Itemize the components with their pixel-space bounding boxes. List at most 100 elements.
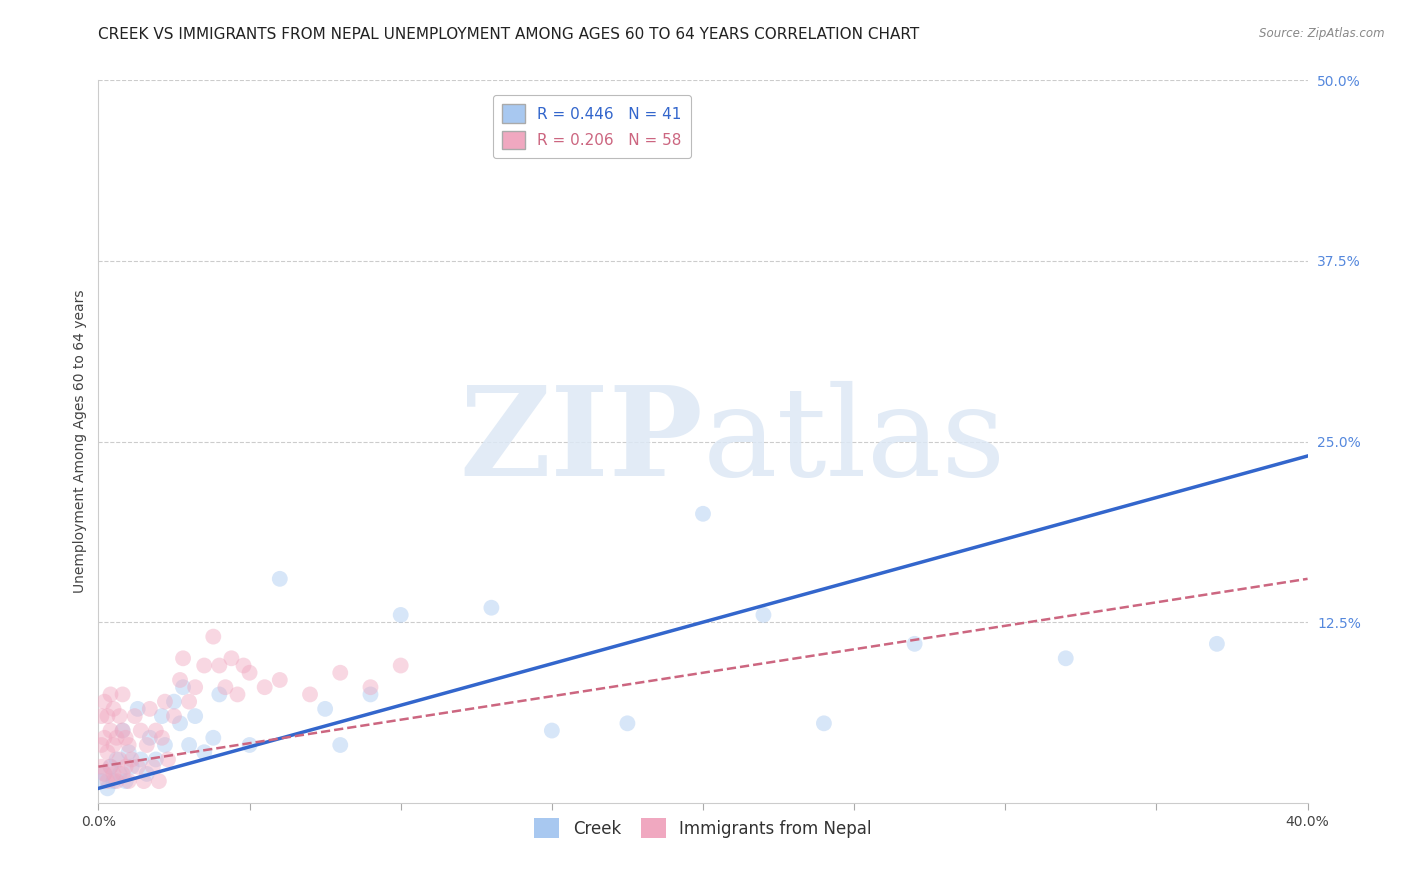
Point xyxy=(813,716,835,731)
Point xyxy=(172,651,194,665)
Point xyxy=(193,658,215,673)
Point xyxy=(360,680,382,694)
Point xyxy=(93,695,115,709)
Point xyxy=(114,774,136,789)
Point xyxy=(1054,651,1077,665)
Point xyxy=(103,702,125,716)
Point xyxy=(100,760,122,774)
Point xyxy=(329,738,352,752)
Point xyxy=(239,738,262,752)
Point xyxy=(135,738,157,752)
Point xyxy=(96,745,118,759)
Point xyxy=(103,738,125,752)
Point xyxy=(208,658,231,673)
Point xyxy=(142,760,165,774)
Point xyxy=(153,695,176,709)
Point xyxy=(360,687,382,701)
Point xyxy=(239,665,262,680)
Point xyxy=(299,687,322,701)
Point xyxy=(389,607,412,622)
Point xyxy=(114,760,136,774)
Point xyxy=(752,607,775,622)
Point xyxy=(389,658,412,673)
Point xyxy=(208,687,231,701)
Point xyxy=(118,774,141,789)
Point xyxy=(114,731,136,745)
Point xyxy=(90,709,112,723)
Point xyxy=(105,731,128,745)
Point xyxy=(90,738,112,752)
Point xyxy=(96,774,118,789)
Point xyxy=(93,731,115,745)
Point xyxy=(121,752,143,766)
Point xyxy=(96,709,118,723)
Point xyxy=(172,680,194,694)
Point xyxy=(111,687,134,701)
Point xyxy=(202,630,225,644)
Point xyxy=(150,731,173,745)
Point xyxy=(121,760,143,774)
Point xyxy=(135,767,157,781)
Point xyxy=(90,774,112,789)
Text: atlas: atlas xyxy=(703,381,1007,502)
Point xyxy=(616,716,638,731)
Point xyxy=(100,687,122,701)
Point xyxy=(1206,637,1229,651)
Point xyxy=(111,723,134,738)
Point xyxy=(118,738,141,752)
Point xyxy=(253,680,276,694)
Point xyxy=(179,738,201,752)
Point xyxy=(232,658,254,673)
Point xyxy=(145,752,167,766)
Point xyxy=(193,745,215,759)
Point xyxy=(169,673,191,687)
Point xyxy=(93,767,115,781)
Point xyxy=(108,752,131,766)
Point xyxy=(103,767,125,781)
Point xyxy=(150,709,173,723)
Point xyxy=(139,702,162,716)
Point xyxy=(139,731,162,745)
Point xyxy=(540,723,562,738)
Point xyxy=(314,702,336,716)
Point xyxy=(184,680,207,694)
Point xyxy=(169,716,191,731)
Point xyxy=(692,507,714,521)
Point xyxy=(96,781,118,796)
Point xyxy=(124,709,146,723)
Point xyxy=(202,731,225,745)
Point xyxy=(163,709,186,723)
Point xyxy=(100,760,122,774)
Point xyxy=(93,767,115,781)
Point xyxy=(179,695,201,709)
Point xyxy=(105,752,128,766)
Text: Source: ZipAtlas.com: Source: ZipAtlas.com xyxy=(1260,27,1385,40)
Point xyxy=(103,774,125,789)
Point xyxy=(132,774,155,789)
Point xyxy=(184,709,207,723)
Point xyxy=(148,774,170,789)
Point xyxy=(329,665,352,680)
Point xyxy=(108,709,131,723)
Point xyxy=(108,767,131,781)
Point xyxy=(145,723,167,738)
Y-axis label: Unemployment Among Ages 60 to 64 years: Unemployment Among Ages 60 to 64 years xyxy=(73,290,87,593)
Point xyxy=(226,687,249,701)
Point xyxy=(100,723,122,738)
Point xyxy=(90,760,112,774)
Point xyxy=(127,760,149,774)
Point xyxy=(127,702,149,716)
Point xyxy=(129,723,152,738)
Point xyxy=(269,572,291,586)
Point xyxy=(481,600,503,615)
Text: ZIP: ZIP xyxy=(460,381,703,502)
Point xyxy=(111,767,134,781)
Point xyxy=(269,673,291,687)
Point xyxy=(221,651,243,665)
Point xyxy=(105,774,128,789)
Point xyxy=(214,680,236,694)
Text: CREEK VS IMMIGRANTS FROM NEPAL UNEMPLOYMENT AMONG AGES 60 TO 64 YEARS CORRELATIO: CREEK VS IMMIGRANTS FROM NEPAL UNEMPLOYM… xyxy=(98,27,920,42)
Point xyxy=(904,637,927,651)
Point xyxy=(163,695,186,709)
Point xyxy=(129,752,152,766)
